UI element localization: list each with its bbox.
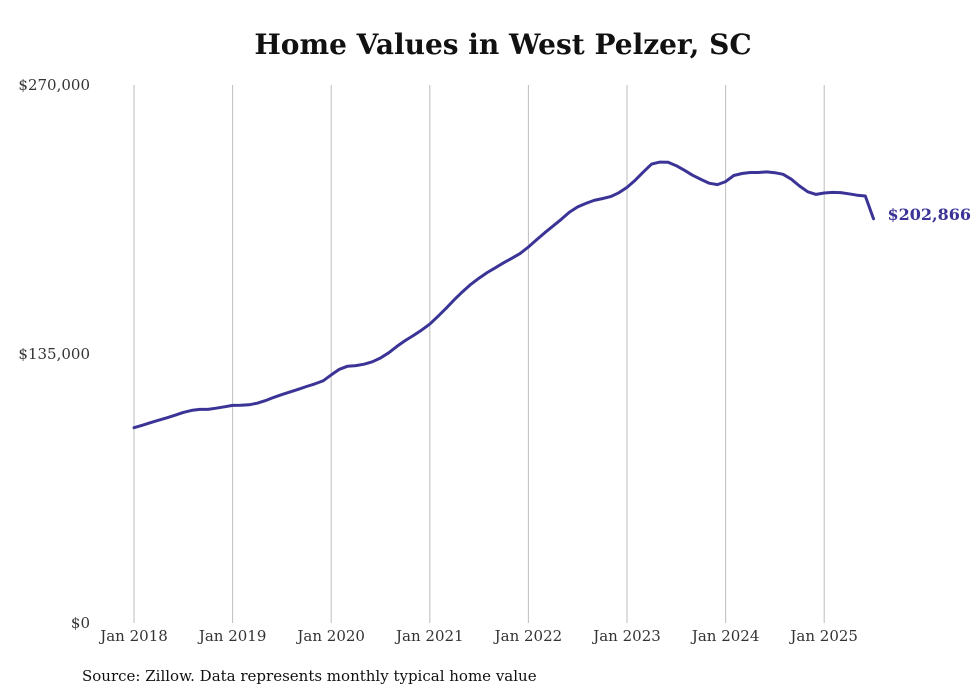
source-note: Source: Zillow. Data represents monthly … [82, 667, 537, 685]
x-tick-label: Jan 2020 [295, 627, 365, 645]
x-tick-label: Jan 2022 [493, 627, 563, 645]
y-axis: $270,000 $135,000 $0 [18, 76, 90, 632]
chart-title: Home Values in West Pelzer, SC [254, 28, 752, 61]
series-group: $202,866 [132, 160, 972, 430]
y-tick-label: $0 [71, 614, 90, 632]
x-tick-label: Jan 2025 [788, 627, 858, 645]
y-tick-label: $270,000 [18, 76, 90, 94]
x-tick-label: Jan 2019 [197, 627, 267, 645]
x-tick-label: Jan 2024 [690, 627, 760, 645]
x-tick-label: Jan 2021 [394, 627, 464, 645]
end-value-label: $202,866 [888, 205, 972, 224]
gridlines [133, 85, 825, 623]
series-line [132, 160, 875, 430]
y-tick-label: $135,000 [18, 345, 90, 363]
x-tick-label: Jan 2018 [98, 627, 168, 645]
x-axis: Jan 2018 Jan 2019 Jan 2020 Jan 2021 Jan 2022… [98, 627, 858, 645]
x-tick-label: Jan 2023 [591, 627, 661, 645]
